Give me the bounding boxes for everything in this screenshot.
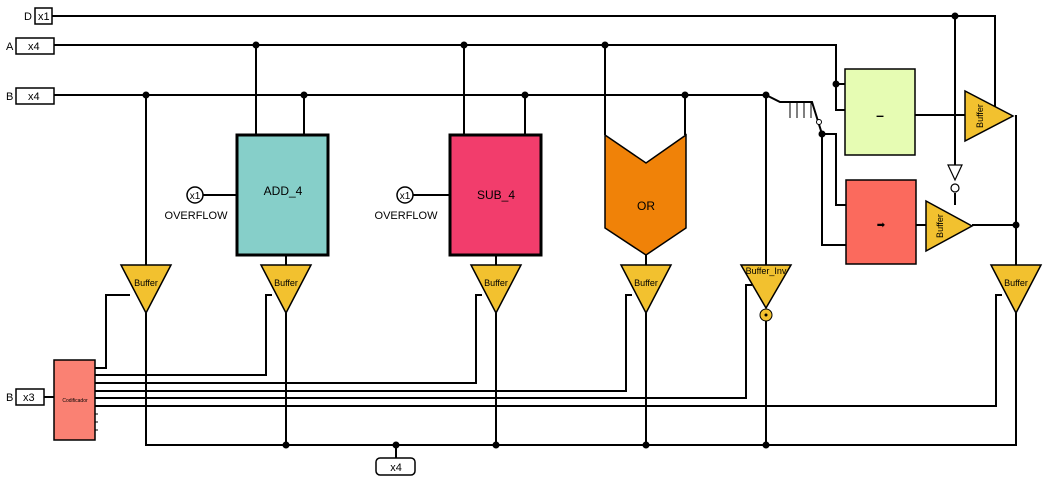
buffer-or[interactable]: Buffer — [619, 264, 673, 315]
bus-wires — [52, 15, 1017, 458]
buffer-output-right-label: Buffer — [1004, 278, 1028, 288]
or-gate-label: OR — [637, 199, 655, 213]
input-pin-d-width: x1 — [38, 11, 50, 23]
input-pin-b-name: B — [6, 91, 13, 103]
subtractor-label: SUB_4 — [477, 188, 515, 202]
tri-state-buffers: Buffer Buffer Buffer Buffer Buffer Buffer_Inv… — [119, 89, 1043, 322]
output-pin-width: x4 — [390, 462, 402, 474]
or-gate-body — [604, 133, 687, 256]
input-pin-b[interactable]: B x4 — [6, 87, 55, 105]
subtractor-overflow-pin[interactable]: x1 OVERFLOW — [375, 186, 439, 222]
or-gate-block[interactable]: OR — [604, 133, 687, 256]
arrow-block[interactable]: ➡ — [845, 179, 917, 265]
input-pin-d-name: D — [24, 11, 32, 23]
minus-label: – — [876, 107, 884, 123]
buffer-minus[interactable]: Buffer — [964, 89, 1015, 143]
input-pin-sel-width: x3 — [23, 392, 35, 404]
buffer-decoder[interactable]: Buffer — [119, 264, 173, 315]
junction-dots — [142, 12, 1020, 449]
minus-body — [844, 68, 916, 156]
adder-overflow-label: OVERFLOW — [165, 210, 229, 222]
buffer-arrow-label: Buffer — [935, 214, 945, 238]
arrow-body — [845, 179, 917, 265]
input-pin-a[interactable]: A x4 — [6, 37, 55, 55]
adder-overflow-width: x1 — [190, 191, 201, 202]
adder-body — [235, 133, 330, 257]
arrow-label: ➡ — [877, 220, 886, 231]
adder-overflow-pin[interactable]: x1 OVERFLOW — [165, 186, 229, 222]
buffer-subtractor-label: Buffer — [484, 278, 508, 288]
input-pin-a-width: x4 — [28, 41, 40, 53]
decoder-block[interactable]: Codificador — [44, 284, 1002, 441]
buffer-decoder-label: Buffer — [134, 278, 158, 288]
adder-block[interactable]: ADD_4 — [235, 133, 330, 257]
buffer-or-label: Buffer — [634, 278, 658, 288]
decoder-label: Codificador — [62, 398, 88, 404]
output-pin[interactable]: x4 — [375, 457, 416, 476]
buffer-arrow[interactable]: Buffer — [925, 199, 974, 253]
buffer-adder[interactable]: Buffer — [259, 264, 313, 315]
subtractor-body — [448, 133, 543, 257]
input-pin-b-width: x4 — [28, 91, 40, 103]
subtractor-overflow-label: OVERFLOW — [375, 210, 439, 222]
adder-label: ADD_4 — [264, 184, 303, 198]
buffer-inverted-label: Buffer_Inv — [746, 266, 787, 276]
subtractor-overflow-width: x1 — [400, 191, 411, 202]
buffer-subtractor[interactable]: Buffer — [469, 264, 523, 315]
decoder-body — [53, 359, 96, 441]
d-inverter — [947, 164, 963, 193]
input-pin-sel[interactable]: B x3 — [6, 388, 45, 406]
input-pin-sel-name: B — [6, 392, 13, 404]
buffer-output-right[interactable]: Buffer — [989, 264, 1043, 315]
input-pin-d[interactable]: D x1 — [24, 7, 53, 25]
buffer-minus-label: Buffer — [975, 104, 985, 128]
buffer-adder-label: Buffer — [274, 278, 298, 288]
minus-block[interactable]: – — [844, 68, 916, 156]
input-pin-a-name: A — [6, 41, 14, 53]
buffer-inverted[interactable]: Buffer_Inv — [739, 264, 793, 322]
subtractor-block[interactable]: SUB_4 — [448, 133, 543, 257]
